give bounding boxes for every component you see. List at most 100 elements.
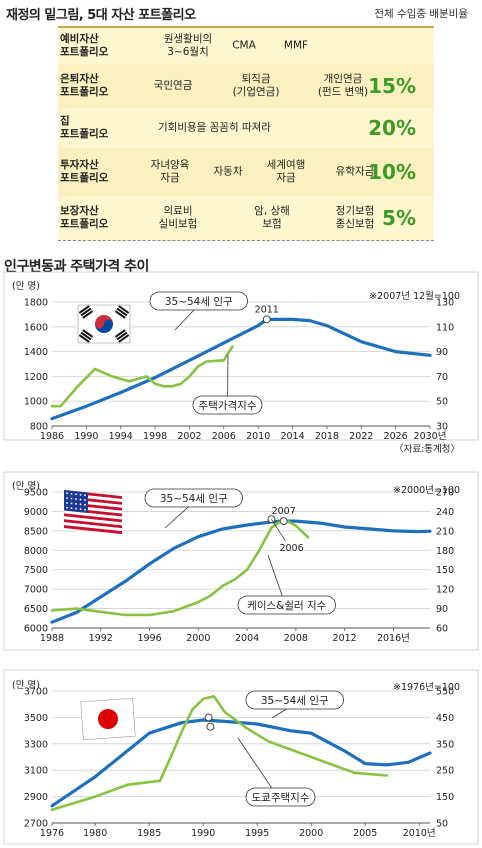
- x-tick-label: 2000: [186, 633, 210, 644]
- flag-star: [70, 502, 73, 505]
- y-left-tick-label: 800: [30, 422, 48, 433]
- flag-star: [66, 506, 68, 509]
- x-tick-label: 2018: [315, 431, 339, 442]
- y-unit-label: (만 명): [12, 680, 40, 691]
- section-title: 인구변동과 주택가격 추이: [4, 259, 149, 275]
- flag-stripe: [64, 525, 122, 535]
- flag-canton: [64, 490, 88, 513]
- index-note: ※2007년 12월=100: [369, 290, 460, 302]
- x-tick-label: 2016년: [377, 633, 410, 644]
- annotation-label: 2006: [279, 543, 303, 554]
- x-tick-label: 2010: [246, 431, 270, 442]
- x-tick-label: 2014: [280, 431, 304, 442]
- y-left-tick-label: 3100: [24, 766, 48, 777]
- y-left-tick-label: 9500: [24, 488, 48, 499]
- portfolio-item: MMF: [283, 39, 309, 52]
- portfolio-panel: 재정의 밑그림, 5대 자산 포트폴리오 전체 수입중 배분비율 예비자산 포트폴…: [0, 0, 482, 241]
- x-tick-label: 2006: [212, 431, 236, 442]
- flag-stripe: [64, 510, 122, 520]
- y-right-tick-label: 350: [436, 739, 454, 750]
- portfolio-percent: 15%: [368, 74, 416, 98]
- flag-star: [79, 508, 82, 511]
- y-left-tick-label: 1400: [24, 347, 48, 358]
- y-left-tick-label: 2900: [24, 792, 48, 803]
- flag-sun: [98, 709, 118, 729]
- flag-trigram-bar: [78, 334, 90, 343]
- x-tick-label: 2030년: [414, 431, 447, 442]
- portfolio-title: 재정의 밑그림, 5대 자산 포트폴리오: [6, 8, 196, 23]
- x-tick-label: 1990: [191, 828, 215, 839]
- y-right-tick-label: 150: [436, 792, 454, 803]
- chart-2: 6000 6500 7000 7500 8000 8500 9000 9500 60 90 120 1…: [3, 471, 479, 651]
- flag-trigram: [114, 329, 130, 343]
- flag-star: [66, 502, 68, 504]
- x-tick-label: 2004: [235, 633, 259, 644]
- annotation-marker: [279, 517, 288, 526]
- annotation-label: 2007: [272, 506, 296, 517]
- y-right-tick-label: 130: [436, 298, 454, 309]
- flag-trigram-bar: [82, 329, 94, 338]
- portfolio-percent: 20%: [368, 116, 416, 140]
- flag-trigram-bar: [118, 305, 130, 314]
- y-left-tick-label: 3700: [24, 687, 48, 698]
- y-right-tick-label: 70: [436, 372, 448, 383]
- population-line: [50, 317, 432, 421]
- population-line: [50, 718, 432, 808]
- portfolio-percent: 10%: [368, 160, 416, 184]
- callout-box: [149, 291, 248, 311]
- y-right-tick-label: 60: [436, 624, 448, 635]
- y-right-tick-label: 90: [436, 604, 448, 615]
- x-tick-label: 2002: [177, 431, 201, 442]
- y-right-tick-label: 90: [436, 347, 448, 358]
- portfolio-item: 의료비 실비보험: [158, 205, 198, 230]
- portfolio-category: 예비자산 포트폴리오: [60, 33, 109, 58]
- flag-trigram-bar: [118, 334, 130, 343]
- x-tick-label: 1994: [109, 431, 133, 442]
- flag-star: [75, 498, 77, 500]
- x-tick-label: 1985: [137, 828, 161, 839]
- portfolio-row: 집 포트폴리오 기회비용을 꼼꼼히 따져라 20%: [58, 108, 434, 149]
- price-index-line: [50, 695, 389, 812]
- y-left-tick-label: 1600: [24, 322, 48, 333]
- flag-star: [84, 503, 86, 506]
- y-left-tick-label: 1000: [24, 397, 48, 408]
- x-tick-label: 1996: [137, 633, 161, 644]
- flag-star: [75, 502, 77, 505]
- chart-3: 2700 2900 3100 3300 3500 3700 50 150 250 350 450 55…: [3, 669, 479, 845]
- y-unit-label: (만 명): [12, 281, 40, 292]
- chart-panel: [3, 669, 479, 845]
- x-tick-label: 2022: [349, 431, 373, 442]
- y-right-tick-label: 50: [436, 397, 448, 408]
- callout-box: [144, 488, 243, 508]
- portfolio-item: 원생활비의 3~6월치: [163, 33, 213, 58]
- x-tick-label: 2008: [284, 633, 308, 644]
- portfolio-item: 퇴직금 (기업연금): [232, 73, 280, 98]
- y-left-tick-label: 9000: [24, 507, 48, 518]
- portfolio-category: 보장자산 포트폴리오: [60, 205, 109, 230]
- index-note: ※2000년=100: [393, 485, 460, 496]
- x-tick-label: 1995: [245, 828, 269, 839]
- x-tick-label: 2012: [333, 633, 357, 644]
- y-right-tick-label: 150: [436, 565, 454, 576]
- portfolio-row: 투자자산 포트폴리오 자녀양육 자금 자동차 세계여행 자금 유학자금 10%: [58, 148, 434, 197]
- x-tick-label: 1992: [89, 633, 113, 644]
- x-tick-label: 1998: [143, 431, 167, 442]
- source-label: 〈자료:통계청〉: [394, 443, 460, 455]
- flag-stripe: [64, 519, 122, 529]
- y-left-tick-label: 7000: [24, 585, 48, 596]
- x-tick-label: 1990: [74, 431, 98, 442]
- y-right-tick-label: 270: [436, 488, 454, 499]
- y-right-tick-label: 30: [436, 422, 448, 433]
- flag-trigram-bar: [78, 305, 90, 314]
- flag-stripe: [64, 513, 122, 523]
- x-tick-label: 2000: [299, 828, 323, 839]
- x-tick-label: 1980: [83, 828, 107, 839]
- flag-trigram-bar: [114, 310, 126, 319]
- price-index-line: [50, 517, 310, 617]
- flag-stripe: [64, 516, 122, 526]
- flag-star: [70, 492, 73, 495]
- portfolio-category: 집 포트폴리오: [60, 115, 109, 140]
- flag-star: [66, 492, 68, 495]
- flag-trigram: [114, 305, 130, 319]
- flag-star: [75, 493, 77, 496]
